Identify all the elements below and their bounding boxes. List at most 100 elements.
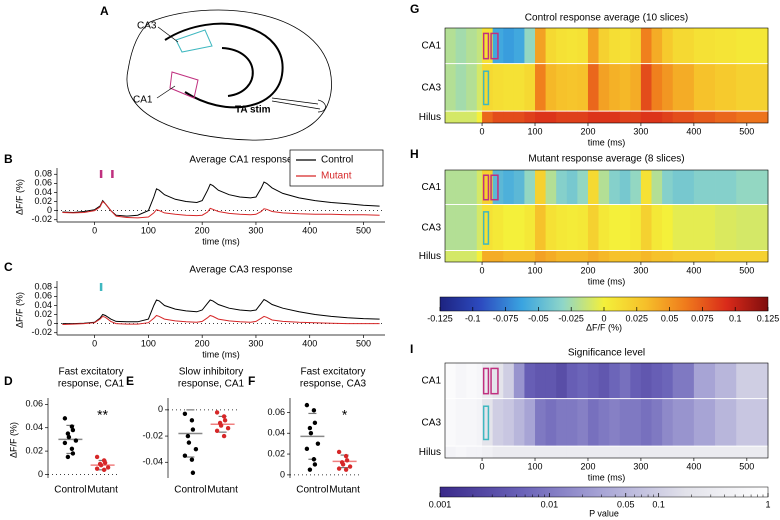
legend-label: Control — [321, 155, 353, 166]
x-tick-label: Mutant — [87, 485, 118, 496]
colorbar-tick-label: -0.125 — [427, 313, 453, 323]
heat-cell — [672, 64, 695, 112]
roi-marker — [482, 211, 490, 245]
colorbar-tick-label: 0.1 — [652, 499, 665, 509]
heat-cell — [640, 363, 652, 400]
heat-cell — [577, 363, 589, 400]
heat-cell — [736, 111, 769, 123]
heat-cell — [556, 204, 568, 251]
chart-title: Average CA1 response — [189, 155, 293, 166]
heat-cell — [672, 170, 695, 205]
heat-cell — [693, 250, 716, 262]
ca3-roi — [175, 29, 213, 53]
heat-cell — [598, 399, 610, 447]
heat-cell — [535, 250, 547, 262]
heat-cell — [693, 64, 716, 112]
x-axis-label: time (ms) — [202, 236, 240, 246]
data-point — [73, 438, 79, 443]
heat-cell — [492, 204, 504, 251]
heat-cell — [609, 250, 621, 262]
heat-cell — [566, 250, 578, 262]
heat-cell — [619, 446, 631, 458]
heat-cell — [513, 446, 525, 458]
heat-cell — [693, 170, 716, 205]
chart-title: Control response average (10 slices) — [525, 13, 688, 24]
colorbar-label: ΔF/F (%) — [586, 322, 622, 332]
series-line — [62, 200, 380, 219]
heat-cell — [672, 28, 695, 65]
heat-cell — [455, 28, 467, 65]
heat-cell — [693, 28, 716, 65]
heat-cell — [482, 170, 494, 205]
heat-cell — [503, 170, 515, 205]
data-point — [304, 446, 310, 452]
heat-cell — [619, 363, 631, 400]
heat-cell — [566, 204, 578, 251]
heat-cell — [598, 111, 610, 123]
heat-cell — [503, 111, 515, 123]
heat-cell — [651, 28, 663, 65]
x-tick-label: 100 — [528, 126, 543, 136]
y-axis-label: ΔF/F (%) — [14, 292, 24, 328]
data-point — [336, 466, 342, 471]
heat-cell — [640, 64, 652, 112]
heat-cell — [577, 446, 589, 458]
heat-cell — [545, 28, 557, 65]
y-tick-label: 0.08 — [34, 169, 52, 179]
colorbar-tick-label: -0.05 — [528, 313, 549, 323]
data-point — [94, 466, 100, 471]
heat-cell — [736, 446, 769, 458]
x-tick-label: 100 — [528, 461, 543, 471]
heat-cell — [503, 446, 515, 458]
heat-cell — [609, 363, 621, 400]
x-tick-label: 400 — [302, 225, 317, 235]
x-tick-label: 0 — [92, 338, 97, 348]
colorbar-tick-label: 0.1 — [729, 313, 742, 323]
heat-cell — [640, 28, 652, 65]
heat-cell — [715, 64, 737, 112]
heat-cell — [609, 446, 621, 458]
chart-title: response, CA1 — [58, 379, 125, 390]
roi-marker — [482, 367, 490, 395]
heat-cell — [482, 446, 494, 458]
heat-cell — [476, 250, 483, 262]
colorbar-tick-label: -0.075 — [493, 313, 519, 323]
data-point — [102, 460, 108, 465]
heat-cell — [630, 111, 642, 123]
panel-label: E — [126, 374, 134, 388]
heat-cell — [476, 204, 483, 251]
heat-cell — [672, 111, 695, 123]
colorbar-tick-label: -0.025 — [558, 313, 584, 323]
heat-cell — [577, 64, 589, 112]
heat-cell — [651, 399, 663, 447]
heat-cell — [492, 446, 504, 458]
heat-cell — [630, 28, 642, 65]
row-label: CA1 — [422, 41, 442, 52]
heat-cell — [545, 446, 557, 458]
data-point — [182, 453, 188, 458]
heat-cell — [482, 399, 494, 447]
heat-cell — [736, 399, 769, 447]
heat-cell — [513, 28, 525, 65]
heat-cell — [577, 204, 589, 251]
heat-cell — [466, 250, 478, 262]
stim-electrode — [271, 97, 326, 113]
heat-cell — [736, 64, 769, 112]
heat-cell — [455, 363, 467, 400]
x-tick-label: 300 — [633, 126, 648, 136]
heat-cell — [455, 250, 467, 262]
heat-cell — [640, 170, 652, 205]
roi-marker — [490, 32, 499, 60]
heat-cell — [503, 204, 515, 251]
heat-cell — [672, 399, 695, 447]
data-point — [221, 433, 227, 439]
heat-cell — [535, 204, 547, 251]
x-tick-label: 300 — [248, 225, 263, 235]
legend-box — [289, 149, 384, 187]
dentate-gyrus — [221, 47, 254, 97]
heat-cell — [630, 250, 642, 262]
data-point — [98, 462, 104, 468]
heat-cell — [445, 204, 456, 251]
heat-cell — [556, 250, 568, 262]
x-tick-label: 400 — [302, 338, 317, 348]
